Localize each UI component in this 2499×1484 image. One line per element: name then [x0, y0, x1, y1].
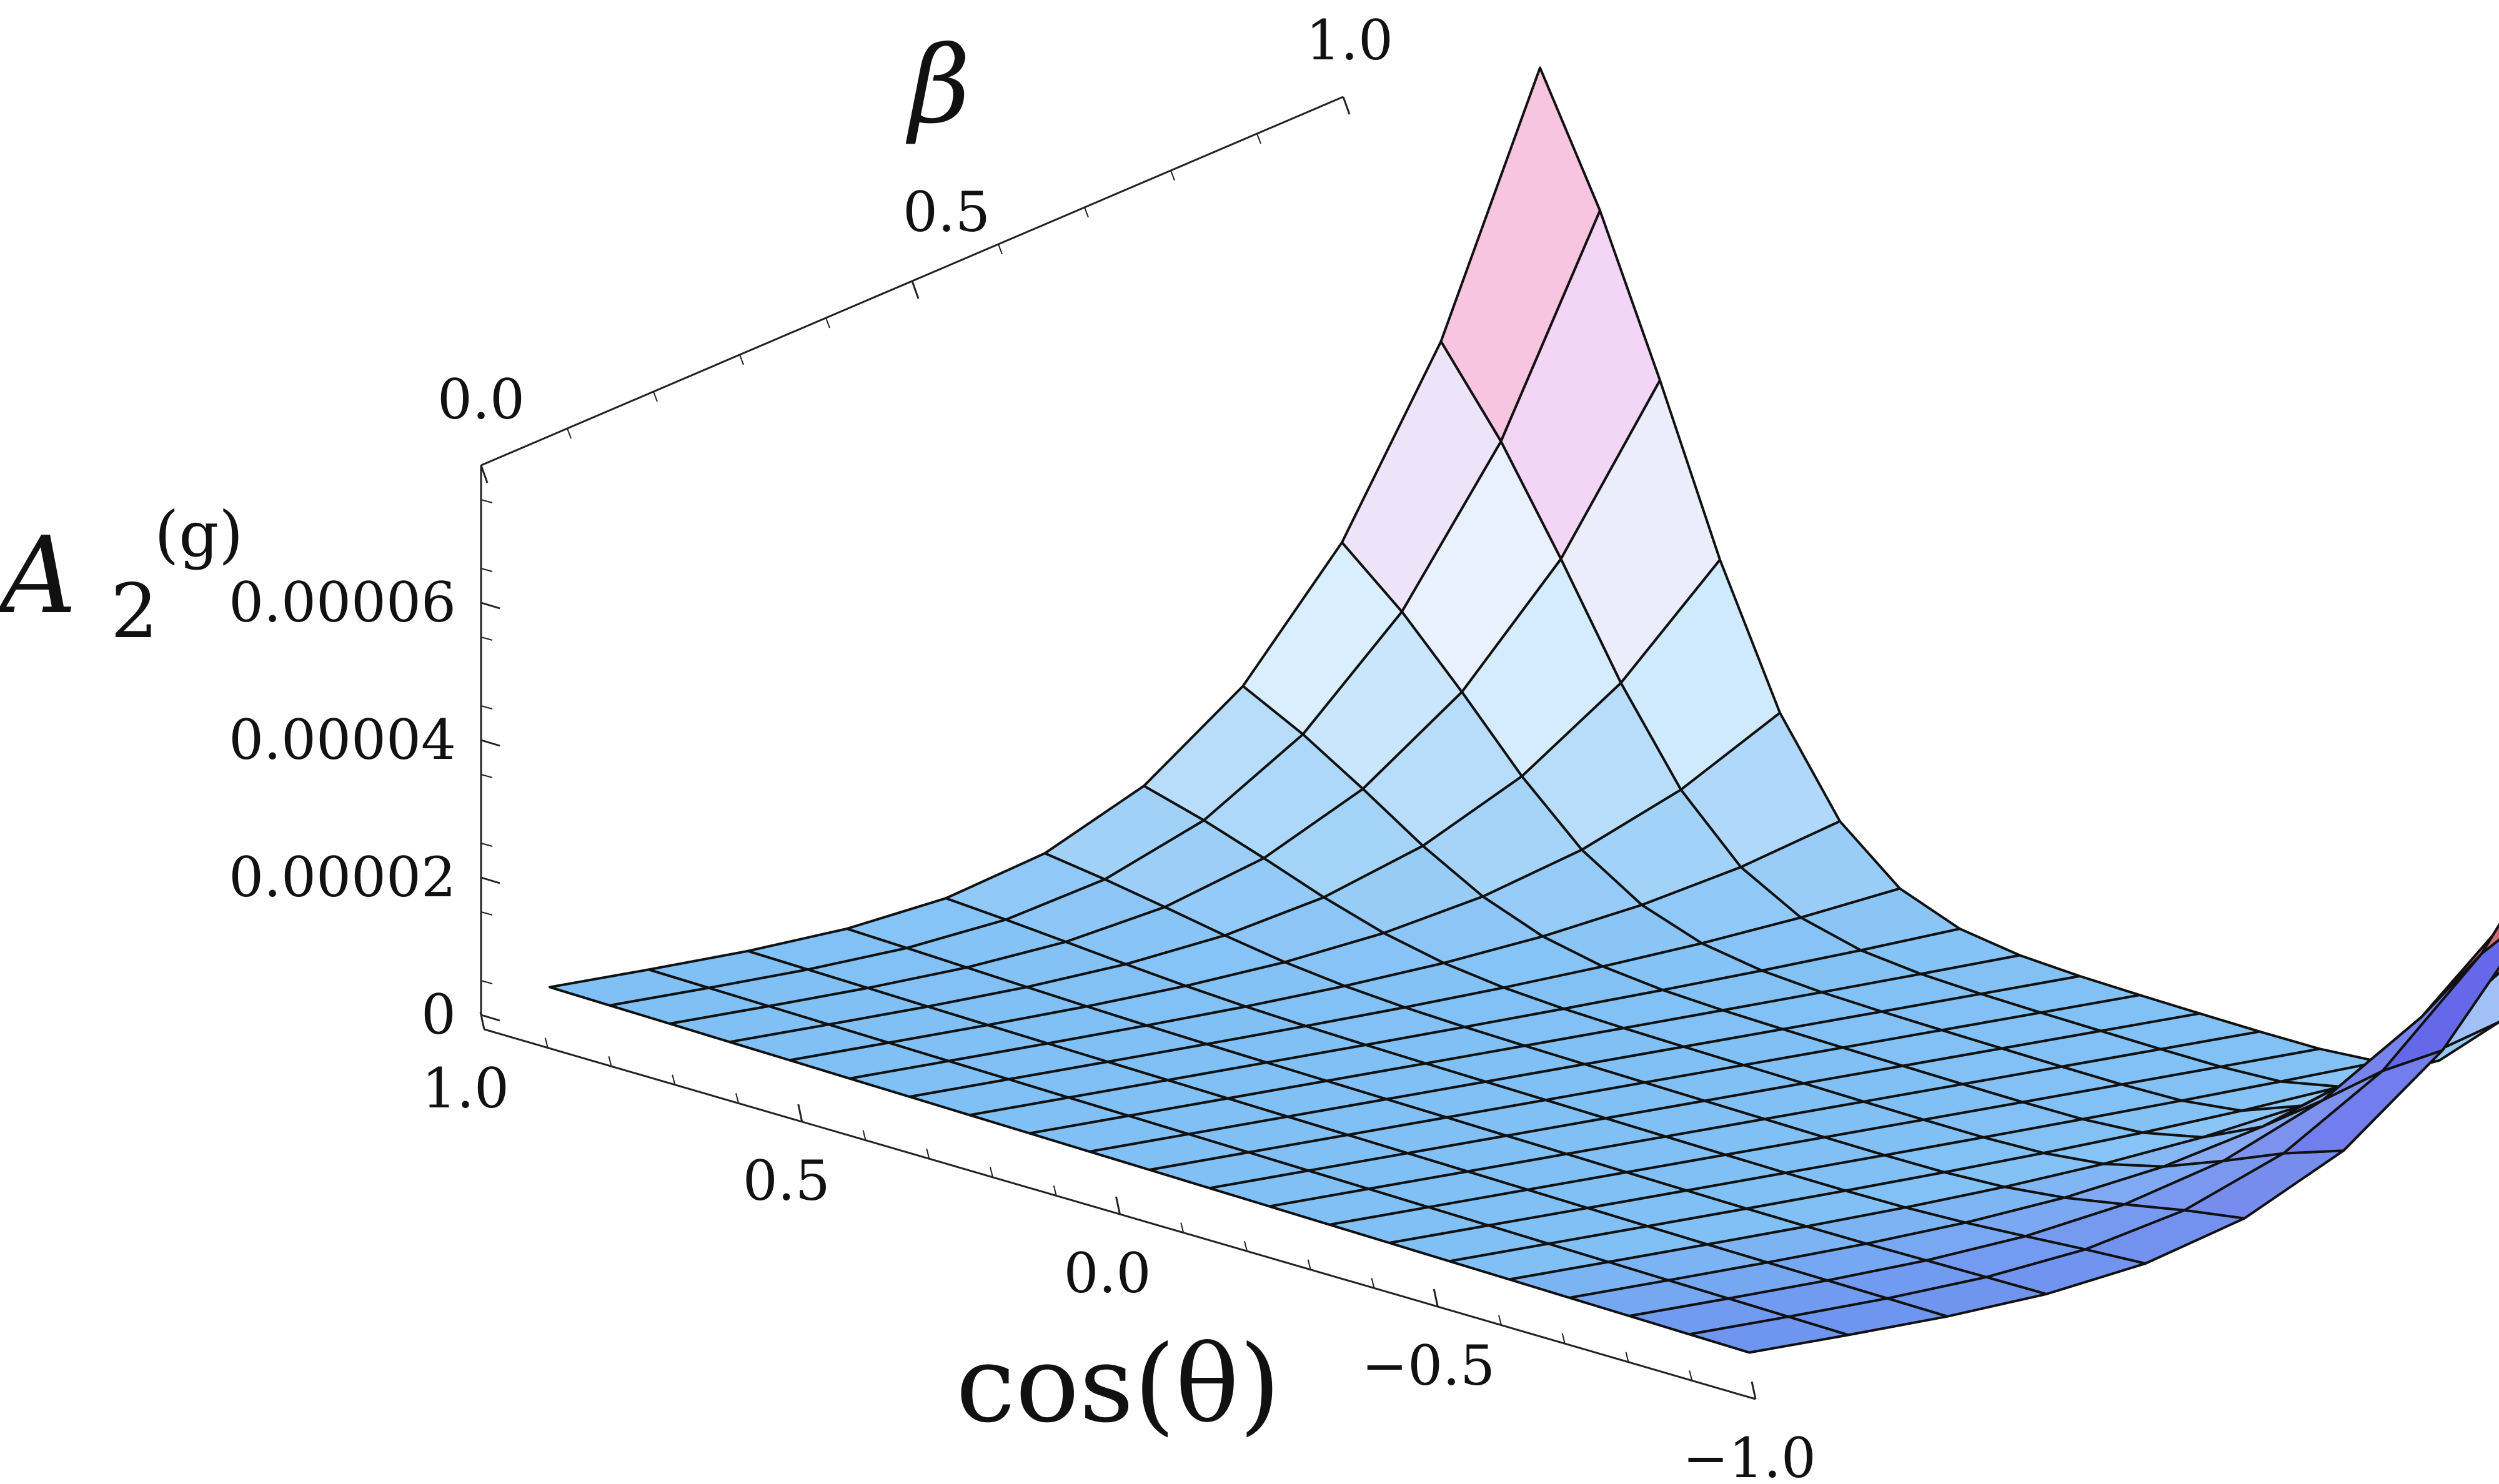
cos-tick-mark: [1115, 1196, 1121, 1215]
z-minor-tick: [480, 980, 493, 984]
surface-layer: [549, 66, 2499, 1354]
z-axis-title-main: A: [0, 514, 77, 638]
cos-tick-mark: [479, 1011, 485, 1030]
beta-tick-label: 1.0: [1306, 8, 1393, 72]
cos-tick-label: 1.0: [422, 1056, 509, 1120]
cos-minor-tick: [1307, 1259, 1311, 1270]
cos-tick-label: −1.0: [1682, 1426, 1816, 1484]
surface-patch: [2480, 923, 2499, 956]
z-axis-title: A 2 (g): [0, 498, 243, 663]
cos-minor-tick: [544, 1037, 549, 1048]
cos-minor-tick: [735, 1093, 739, 1104]
beta-tick-mark: [480, 465, 489, 483]
z-axis-title-sub: 2: [111, 568, 158, 655]
beta-minor-tick: [653, 391, 658, 402]
z-tick-mark: [480, 739, 500, 747]
beta-minor-tick: [998, 244, 1003, 255]
cos-tick-mark: [797, 1104, 803, 1122]
cos-minor-tick: [990, 1167, 993, 1178]
cos-minor-tick: [1625, 1352, 1629, 1363]
z-tick-label: 0.00002: [229, 845, 456, 909]
cos-minor-tick: [1180, 1222, 1185, 1233]
cos-minor-tick: [1371, 1278, 1375, 1289]
cos-minor-tick: [1053, 1185, 1057, 1196]
cos-minor-tick: [1689, 1370, 1693, 1381]
z-tick-label: 0: [421, 982, 456, 1047]
surface-patch: [1688, 1315, 1850, 1354]
cos-minor-tick: [926, 1148, 930, 1159]
z-minor-tick: [480, 911, 493, 916]
cos-tick-mark: [1433, 1289, 1439, 1307]
z-minor-tick: [480, 774, 493, 778]
z-tick-mark: [480, 601, 500, 610]
beta-minor-tick: [739, 354, 744, 365]
z-minor-tick: [480, 499, 493, 503]
cos-minor-tick: [862, 1130, 867, 1140]
cos-axis-title: cos(θ): [956, 1323, 1281, 1447]
cos-minor-tick: [608, 1056, 612, 1067]
cos-minor-tick: [1561, 1333, 1566, 1344]
z-tick-label: 0.00004: [229, 708, 456, 772]
z-axis-title-sup: (g): [154, 498, 243, 571]
z-minor-tick: [480, 843, 493, 847]
z-tick-mark: [480, 1014, 500, 1022]
z-minor-tick: [480, 568, 493, 572]
beta-minor-tick: [1084, 207, 1089, 218]
z-minor-tick: [480, 636, 493, 641]
beta-tick-label: 0.5: [903, 180, 990, 244]
beta-minor-tick: [912, 280, 917, 292]
cos-tick-label: −0.5: [1361, 1333, 1495, 1398]
z-tick-mark: [480, 876, 500, 884]
beta-minor-tick: [1343, 96, 1348, 107]
z-minor-tick: [480, 705, 493, 710]
surface-peak-patch: [2480, 923, 2499, 956]
cos-minor-tick: [1244, 1240, 1248, 1252]
beta-axis-title: β: [905, 24, 970, 147]
beta-tick-label: 0.0: [437, 367, 525, 432]
z-tick-label: 0.00006: [229, 570, 456, 635]
cos-tick-mark: [1751, 1381, 1757, 1400]
beta-minor-tick: [825, 317, 830, 329]
cos-tick-label: 0.0: [1064, 1241, 1151, 1305]
beta-minor-tick: [1170, 170, 1175, 181]
axes-layer: 0 0.00002 0.00004 0.00006 0.0 0.5 1.0 1.0 0.5 0.0…: [229, 8, 1816, 1484]
surface-peak-patch: [2282, 1049, 2444, 1155]
cos-tick-label: 0.5: [743, 1149, 830, 1213]
beta-minor-tick: [1256, 133, 1261, 144]
beta-minor-tick: [567, 428, 572, 439]
labels-layer: A 2 (g) β cos(θ): [0, 24, 1281, 1447]
cos-minor-tick: [672, 1074, 676, 1086]
cos-minor-tick: [1498, 1315, 1502, 1325]
